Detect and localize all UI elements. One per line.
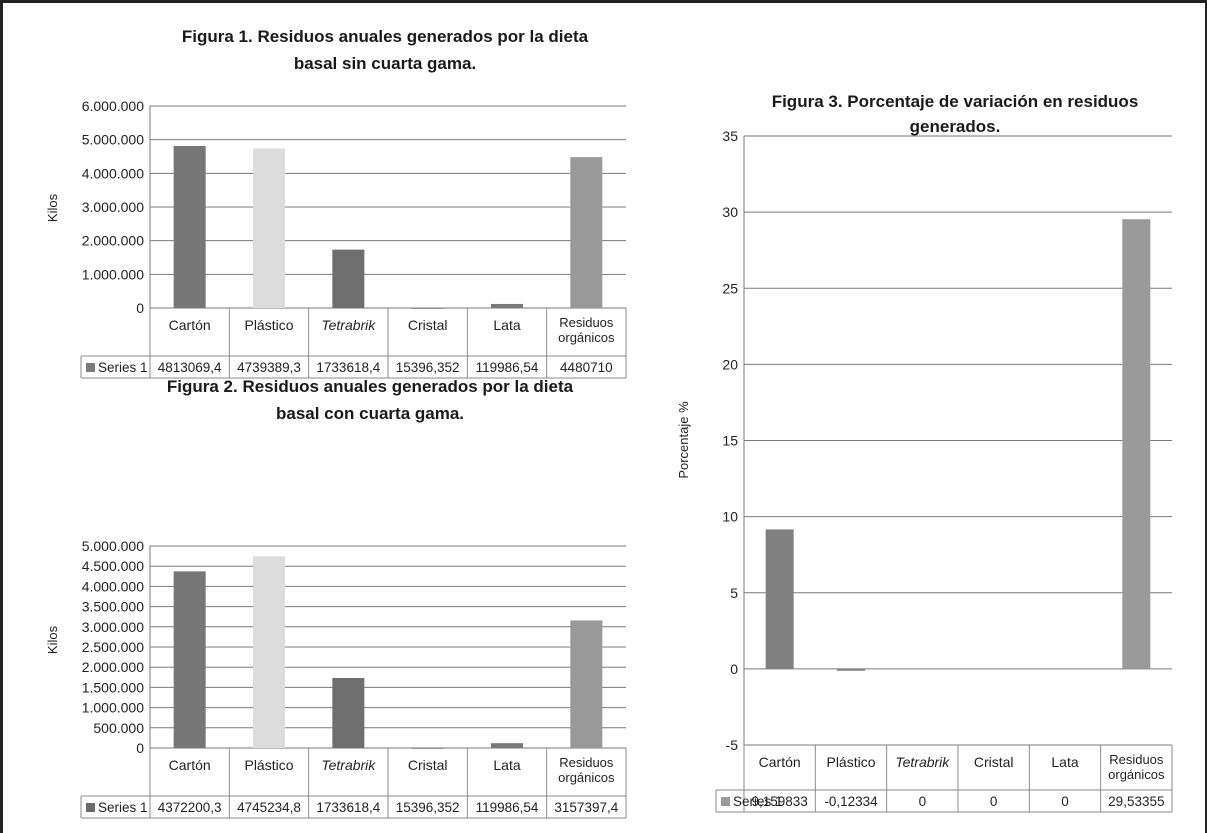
- x-category-label: Cartón: [169, 757, 211, 773]
- y-tick-label: 15: [722, 433, 738, 449]
- y-tick-label: 6.000.000: [82, 98, 144, 114]
- y-tick-label: 25: [722, 280, 738, 296]
- table-value: 4739389,3: [237, 360, 301, 375]
- bar-lata: [491, 303, 523, 308]
- y-tick-label: 30: [722, 204, 738, 220]
- y-tick-label: -5: [726, 737, 739, 753]
- y-tick-label: 2.500.000: [82, 639, 144, 655]
- bar-cristal: [411, 747, 444, 749]
- bar-cristal: [411, 307, 444, 309]
- y-tick-label: 0: [136, 740, 144, 756]
- legend-series-name: Series 1: [98, 360, 148, 375]
- legend-series-name: Series 1: [733, 794, 783, 809]
- x-category-label: Plástico: [244, 757, 293, 773]
- bar-plástico: [253, 148, 285, 308]
- y-tick-label: 5: [730, 585, 738, 601]
- chart-title-line: basal sin cuarta gama.: [294, 54, 476, 73]
- table-value: 119986,54: [476, 800, 539, 815]
- y-tick-label: 4.500.000: [82, 558, 144, 574]
- x-category-label: Cristal: [974, 754, 1014, 770]
- table-value: 0: [1061, 794, 1069, 809]
- y-tick-label: 4.000.000: [82, 578, 144, 594]
- x-category-label: Plástico: [826, 754, 875, 770]
- legend-swatch: [86, 363, 95, 372]
- table-value: 119986,54: [476, 360, 539, 375]
- bar-cartón: [765, 529, 794, 669]
- chart-title-line: generados.: [910, 117, 1001, 136]
- table-value: 0: [919, 794, 927, 809]
- chart-title-line: Figura 3. Porcentaje de variación en res…: [772, 92, 1139, 111]
- y-tick-label: 3.500.000: [82, 599, 144, 615]
- bar-residuos-orgánicos: [570, 620, 603, 748]
- x-category-label: Tetrabrik: [321, 757, 376, 773]
- chart-title-line: Figura 2. Residuos anuales generados por…: [167, 377, 574, 396]
- y-axis-label: Kilos: [45, 193, 60, 222]
- table-value: 4372200,3: [158, 800, 222, 815]
- y-tick-label: 0: [136, 300, 144, 316]
- bar-lata: [491, 743, 523, 748]
- table-value: 4813069,4: [158, 360, 222, 375]
- bar-plástico: [253, 556, 285, 748]
- table-value: 29,53355: [1108, 794, 1164, 809]
- x-category-label: Residuos orgánicos: [1108, 752, 1165, 782]
- table-value: 15396,352: [396, 800, 460, 815]
- table-value: 4745234,8: [237, 800, 301, 815]
- chart-title-line: Figura 1. Residuos anuales generados por…: [182, 27, 589, 46]
- y-tick-label: 35: [722, 128, 738, 144]
- bar-residuos-orgánicos: [1122, 219, 1151, 669]
- y-tick-label: 500.000: [93, 720, 144, 736]
- x-category-label: Residuos orgánicos: [558, 315, 615, 345]
- table-value: -0,12334: [824, 794, 878, 809]
- x-category-label: Lata: [1051, 754, 1078, 770]
- x-category-label: Lata: [493, 757, 520, 773]
- bar-cartón: [173, 571, 206, 748]
- y-tick-label: 5.000.000: [82, 132, 144, 148]
- y-tick-label: 3.000.000: [82, 199, 144, 215]
- x-category-label: Cartón: [759, 754, 801, 770]
- bar-plástico: [837, 668, 865, 671]
- y-tick-label: 2.000.000: [82, 659, 144, 675]
- bar-residuos-orgánicos: [570, 157, 603, 308]
- legend-series-name: Series 1: [98, 800, 148, 815]
- x-category-label: Tetrabrik: [895, 754, 950, 770]
- table-value: 1733618,4: [316, 800, 380, 815]
- y-tick-label: 0: [730, 661, 738, 677]
- table-value: 1733618,4: [316, 360, 380, 375]
- table-value: 0: [990, 794, 998, 809]
- x-category-label: Cristal: [408, 317, 448, 333]
- y-axis-label: Kilos: [45, 625, 60, 654]
- legend-swatch: [721, 797, 730, 806]
- table-value: 3157397,4: [554, 800, 618, 815]
- x-category-label: Lata: [493, 317, 520, 333]
- bar-tetrabrik: [332, 677, 365, 748]
- bar-cartón: [173, 145, 206, 308]
- y-tick-label: 5.000.000: [82, 538, 144, 554]
- x-category-label: Plástico: [244, 317, 293, 333]
- table-value: 15396,352: [396, 360, 460, 375]
- x-category-label: Tetrabrik: [321, 317, 376, 333]
- x-category-label: Cristal: [408, 757, 448, 773]
- chart-title-line: basal con cuarta gama.: [276, 404, 464, 423]
- bar-tetrabrik: [332, 249, 365, 308]
- legend-swatch: [86, 803, 95, 812]
- y-tick-label: 1.000.000: [82, 266, 144, 282]
- table-value: 9,159833: [752, 794, 808, 809]
- y-tick-label: 1.500.000: [82, 679, 144, 695]
- y-tick-label: 10: [722, 509, 738, 525]
- y-axis-label: Porcentaje %: [676, 401, 691, 479]
- y-tick-label: 1.000.000: [82, 700, 144, 716]
- x-category-label: Cartón: [169, 317, 211, 333]
- y-tick-label: 3.000.000: [82, 619, 144, 635]
- y-tick-label: 4.000.000: [82, 165, 144, 181]
- y-tick-label: 20: [722, 356, 738, 372]
- x-category-label: Residuos orgánicos: [558, 755, 615, 785]
- y-tick-label: 2.000.000: [82, 233, 144, 249]
- table-value: 4480710: [560, 360, 613, 375]
